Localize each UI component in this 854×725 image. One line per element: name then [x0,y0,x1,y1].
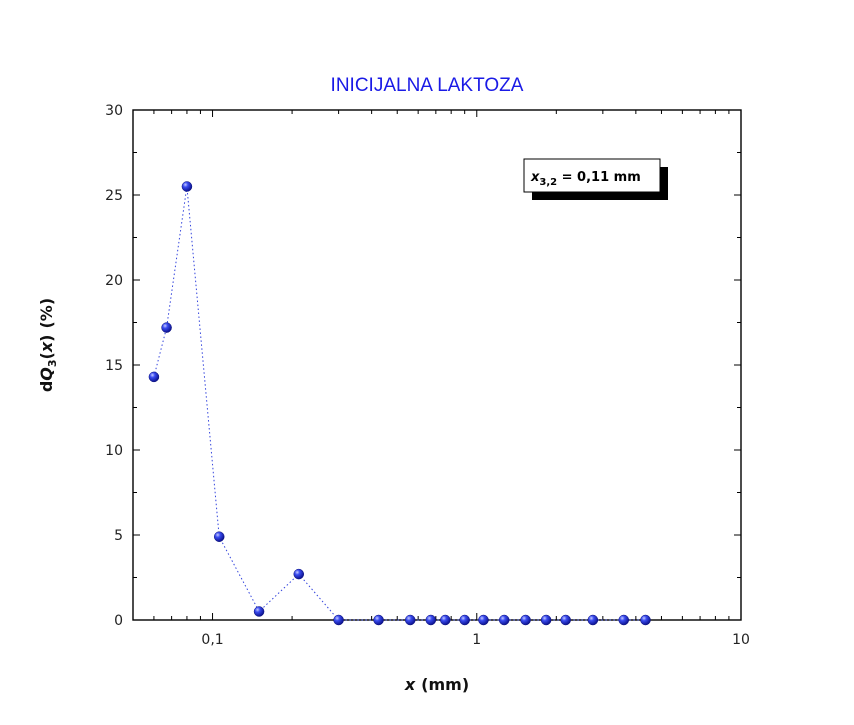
y-tick-label: 10 [105,443,123,459]
data-point [618,614,630,626]
y-tick-label: 0 [114,613,123,629]
y-tick-label: 5 [114,528,123,544]
data-point [161,322,172,333]
data-point [181,181,193,192]
data-point [293,568,305,580]
data-point [587,614,599,626]
data-point [520,614,531,626]
x-axis-title: x (mm) [404,675,469,694]
y-axis-var: Q [37,367,56,381]
y-tick-label: 15 [105,358,123,374]
y-axis-arg: x [37,341,56,353]
data-point [540,614,552,626]
y-tick-label: 25 [105,188,123,204]
data-point [213,531,225,542]
data-point [560,614,571,626]
y-axis-ticks: 0 5 10 15 20 25 30 [105,103,741,629]
annotation-var: x [530,170,540,185]
chart-title: INICIJALNA LAKTOZA [331,75,524,96]
y-axis-open-paren: ( [37,352,56,359]
x-axis-ticks: 0,1 1 10 [132,110,750,648]
y-axis-close-paren: ) [37,334,56,341]
svg-text:x3,2 = 0,11 mm: x3,2 = 0,11 mm [530,170,641,188]
y-axis-title: dQ3(x) (%) [37,298,59,392]
data-point [440,614,451,626]
series-line [153,186,646,621]
annotation-box: x3,2 = 0,11 mm [523,158,668,200]
y-axis-sub: 3 [46,359,59,367]
y-axis-unit: (%) [37,298,56,329]
annotation-value: = 0,11 mm [557,170,641,185]
data-point [498,614,510,626]
x-tick-label: 1 [472,632,481,648]
y-tick-label: 30 [105,103,123,119]
y-axis-prefix: d [37,381,56,392]
data-point [478,614,489,626]
data-point [253,606,265,617]
x-axis-unit: (mm) [421,675,469,694]
x-tick-label: 0,1 [201,632,223,648]
data-point [373,614,384,626]
data-point [148,371,160,383]
data-points [148,181,651,626]
data-point [459,614,470,626]
data-point [640,614,651,626]
data-point [404,614,416,626]
x-tick-label: 10 [732,632,750,648]
data-point [425,614,437,626]
y-tick-label: 20 [105,273,123,289]
x-axis-var: x [404,675,416,694]
annotation-sub: 3,2 [539,177,557,188]
data-point [333,614,344,626]
